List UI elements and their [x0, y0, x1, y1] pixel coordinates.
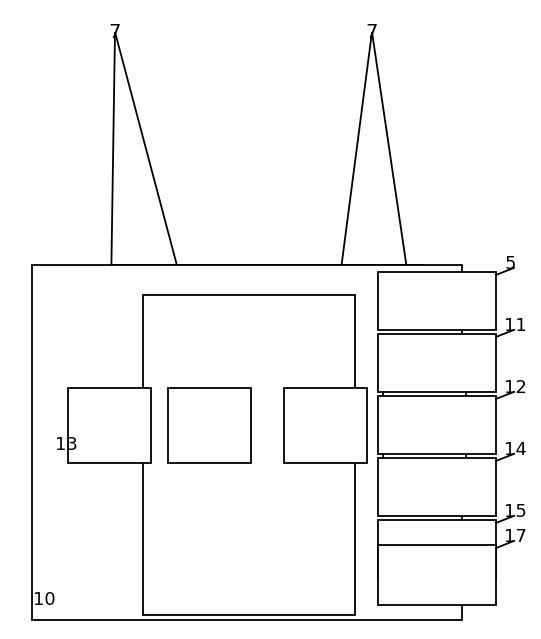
Text: 15: 15 [504, 504, 527, 521]
Bar [378, 458, 496, 516]
Text: 7: 7 [366, 22, 378, 42]
Bar [378, 396, 496, 454]
Bar [284, 388, 367, 463]
Bar [378, 520, 496, 578]
Text: 13: 13 [55, 436, 78, 454]
Bar [383, 388, 466, 463]
Text: 17: 17 [504, 528, 527, 546]
Bar [143, 295, 355, 615]
Text: 12: 12 [504, 380, 527, 397]
Bar [378, 334, 496, 392]
Text: 11: 11 [504, 318, 527, 335]
Text: 14: 14 [504, 442, 527, 459]
Bar [32, 265, 462, 620]
Text: 5: 5 [504, 256, 516, 273]
Bar [68, 388, 151, 463]
Bar [378, 272, 496, 330]
Text: 10: 10 [33, 591, 56, 609]
Bar [378, 545, 496, 605]
Bar [168, 388, 251, 463]
Text: 7: 7 [109, 22, 121, 42]
